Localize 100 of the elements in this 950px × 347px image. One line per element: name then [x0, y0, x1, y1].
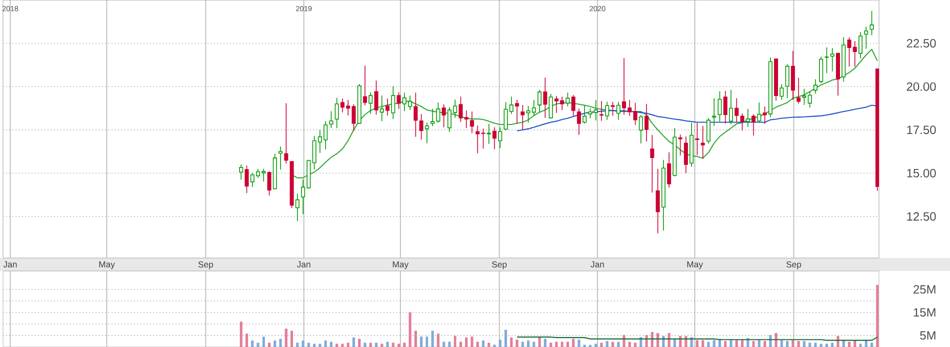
candlestick: [520, 104, 525, 130]
bar: [504, 330, 508, 347]
candlestick: [391, 86, 396, 120]
candlestick: [492, 126, 497, 150]
bar: [650, 332, 654, 347]
candlestick: [566, 92, 570, 107]
candlestick: [267, 171, 272, 196]
bar: [240, 322, 242, 347]
bar: [730, 340, 732, 347]
candlestick: [464, 110, 468, 129]
candlestick: [700, 125, 705, 160]
candlestick: [638, 114, 643, 144]
bar: [544, 338, 546, 347]
candlestick: [757, 102, 762, 122]
bar: [802, 341, 806, 347]
bar: [341, 344, 344, 347]
bar: [482, 340, 485, 347]
bar: [825, 344, 828, 347]
bar: [876, 284, 879, 347]
bar: [617, 342, 620, 347]
y-tick-label: 25M: [914, 285, 936, 294]
bar: [459, 342, 462, 347]
candlestick: [458, 96, 463, 122]
bar: [420, 336, 423, 347]
candlestick: [824, 46, 829, 74]
bar: [397, 344, 400, 347]
candlestick: [819, 56, 824, 84]
x-tick-label: Sep: [492, 261, 507, 270]
candlestick: [762, 106, 767, 124]
candlestick: [858, 32, 863, 59]
bar: [470, 336, 474, 347]
candlestick: [278, 146, 283, 170]
candlestick: [870, 10, 874, 36]
candlestick: [362, 65, 367, 106]
bar: [611, 342, 614, 347]
candlestick: [374, 80, 378, 116]
bar: [274, 340, 276, 347]
bar: [245, 334, 248, 347]
y-tick-label: 5M: [920, 331, 936, 340]
bar: [532, 342, 536, 347]
candlestick: [650, 134, 654, 193]
bar: [251, 340, 254, 347]
bar: [302, 340, 304, 347]
bar: [465, 338, 468, 347]
bar: [336, 344, 338, 347]
bar: [820, 344, 822, 347]
y-tick-label: 17.50: [907, 126, 936, 134]
bar: [324, 340, 327, 347]
bar: [516, 340, 518, 347]
candlestick: [610, 101, 615, 116]
bar: [290, 330, 294, 347]
bar: [572, 338, 575, 347]
candlestick: [582, 104, 587, 124]
bar: [600, 342, 603, 347]
bar: [735, 340, 738, 347]
bar: [792, 340, 794, 347]
bar: [786, 341, 789, 347]
candlestick: [802, 88, 806, 106]
bar: [352, 338, 356, 347]
candlestick: [644, 103, 649, 142]
x-tick-label: Jan: [3, 261, 17, 268]
bar: [256, 342, 260, 347]
x-tick-label: Sep: [198, 261, 214, 270]
bar: [555, 342, 558, 347]
bar: [702, 340, 704, 347]
candlestick: [785, 64, 790, 99]
bar: [763, 341, 766, 347]
bar: [566, 342, 569, 347]
candlestick: [684, 136, 688, 174]
candlestick: [746, 108, 750, 128]
bar: [527, 340, 530, 347]
bar: [848, 342, 851, 347]
candlestick: [796, 78, 801, 104]
candlestick: [864, 26, 868, 50]
candlestick: [548, 93, 553, 118]
bar: [780, 340, 783, 347]
candlestick: [329, 110, 334, 129]
candlestick: [424, 122, 429, 144]
bar: [442, 342, 446, 347]
candlestick: [808, 92, 812, 108]
bar: [498, 340, 502, 347]
candlestick: [734, 98, 739, 123]
bar: [696, 340, 698, 347]
bar: [521, 342, 524, 347]
bar: [578, 340, 580, 347]
candlestick: [295, 193, 300, 222]
y-tick-label: 15.00: [907, 168, 936, 178]
bar: [707, 342, 710, 347]
bar: [380, 344, 384, 347]
y-tick-label: 12.50: [907, 212, 936, 221]
candlestick: [723, 90, 728, 124]
candlestick: [442, 104, 446, 128]
candlestick: [244, 165, 249, 194]
candlestick: [498, 126, 502, 149]
bar: [740, 340, 744, 347]
bar: [622, 335, 626, 347]
candlestick: [543, 77, 548, 118]
bar: [628, 342, 631, 347]
candlestick: [380, 95, 384, 122]
bar: [594, 344, 598, 347]
